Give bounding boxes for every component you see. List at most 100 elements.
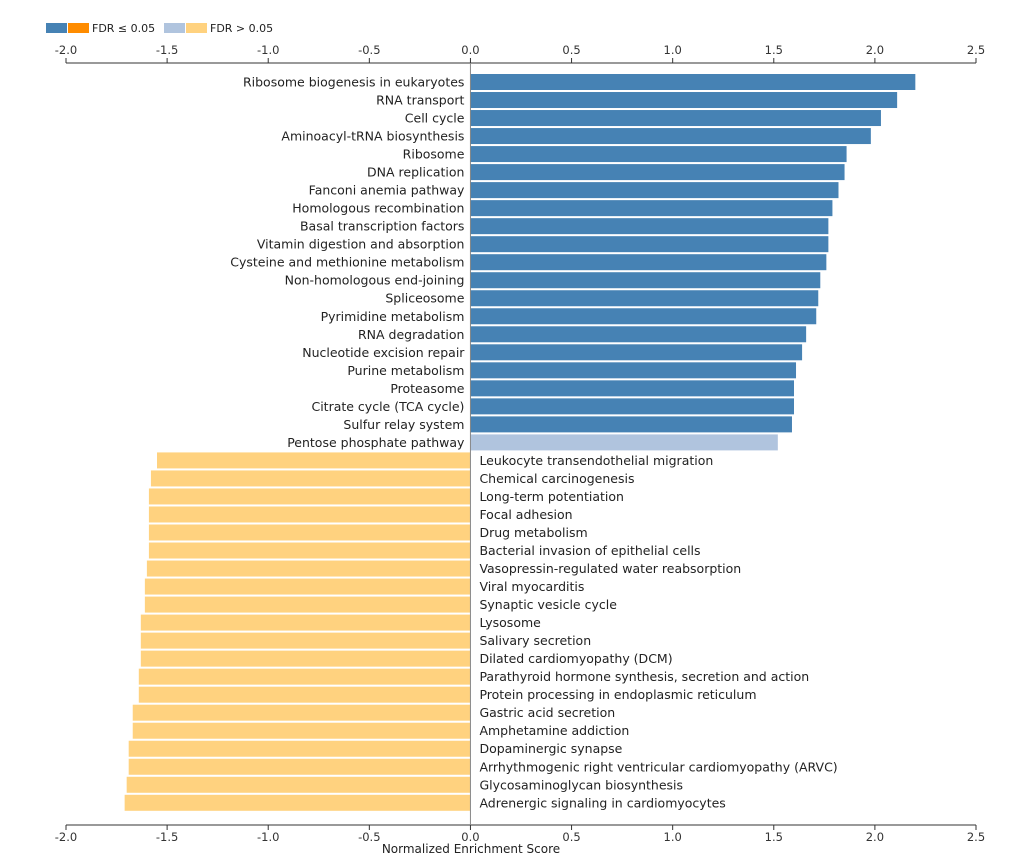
- category-label: RNA degradation: [358, 327, 464, 342]
- bottom-tick-label: -1.0: [257, 830, 279, 844]
- bar: [470, 434, 778, 451]
- legend: FDR ≤ 0.05 FDR > 0.05: [46, 22, 273, 35]
- category-label: Arrhythmogenic right ventricular cardiom…: [479, 759, 837, 774]
- bar: [157, 452, 471, 469]
- x-axis-title: Normalized Enrichment Score: [382, 842, 560, 856]
- legend-swatch-fdr-sig-negative: [68, 23, 89, 33]
- category-label: Synaptic vesicle cycle: [479, 597, 617, 612]
- category-label: DNA replication: [367, 165, 464, 180]
- bar: [138, 668, 471, 685]
- category-label: Ribosome biogenesis in eukaryotes: [243, 75, 464, 90]
- bottom-axis: -2.0 -1.5 -1.0 -0.5 0.0 0.5 1.0 1.5 2.0 2.5: [55, 824, 985, 844]
- top-tick-label: -1.5: [156, 43, 178, 57]
- category-labels: Ribosome biogenesis in eukaryotes RNA tra…: [230, 75, 837, 811]
- bar: [470, 92, 898, 109]
- bottom-tick-label: 1.5: [765, 830, 783, 844]
- legend-label-fdr-significant: FDR ≤ 0.05: [92, 22, 155, 35]
- bar: [148, 506, 471, 523]
- top-tick-label: 1.5: [765, 43, 783, 57]
- top-tick-label: -0.5: [358, 43, 380, 57]
- category-label: RNA transport: [376, 93, 464, 108]
- bottom-tick-label: 0.0: [461, 830, 479, 844]
- category-label: Lysosome: [479, 615, 541, 630]
- bar: [126, 776, 471, 793]
- bottom-tick-label: -0.5: [358, 830, 380, 844]
- category-label: Spliceosome: [385, 291, 464, 306]
- category-label: Purine metabolism: [347, 363, 464, 378]
- bar: [470, 272, 821, 289]
- bar: [470, 254, 827, 271]
- bar: [470, 164, 845, 181]
- category-label: Cysteine and methionine metabolism: [230, 255, 464, 270]
- bar: [470, 290, 819, 307]
- bar: [148, 524, 471, 541]
- top-tick-label: 0.5: [562, 43, 580, 57]
- bar: [138, 686, 471, 703]
- bottom-tick-label: -1.5: [156, 830, 178, 844]
- bar: [470, 380, 794, 397]
- top-tick-label: 0.0: [461, 43, 479, 57]
- legend-swatch-fdr-nonsig-positive: [164, 23, 185, 33]
- category-label: Chemical carcinogenesis: [479, 471, 634, 486]
- category-label: Cell cycle: [405, 111, 465, 126]
- legend-swatch-fdr-sig-positive: [46, 23, 67, 33]
- category-label: Dilated cardiomyopathy (DCM): [479, 651, 672, 666]
- bar: [128, 740, 471, 757]
- category-label: Ribosome: [403, 147, 465, 162]
- category-label: Parathyroid hormone synthesis, secretion…: [479, 669, 809, 684]
- bar: [470, 74, 916, 90]
- bar: [470, 146, 847, 163]
- bar: [128, 758, 471, 775]
- bar: [144, 578, 471, 595]
- bar: [124, 794, 471, 811]
- category-label: Proteasome: [390, 381, 464, 396]
- category-label: Focal adhesion: [479, 507, 572, 522]
- top-tick-label: -2.0: [55, 43, 77, 57]
- category-label: Long-term potentiation: [479, 489, 624, 504]
- category-label: Homologous recombination: [292, 201, 464, 216]
- bar: [470, 398, 794, 415]
- bar: [140, 632, 471, 649]
- bottom-tick-label: -2.0: [55, 830, 77, 844]
- category-label: Leukocyte transendothelial migration: [479, 453, 713, 468]
- category-label: Basal transcription factors: [300, 219, 464, 234]
- category-label: Viral myocarditis: [479, 579, 584, 594]
- category-label: Salivary secretion: [479, 633, 591, 648]
- bottom-tick-label: 2.5: [967, 830, 985, 844]
- bar: [148, 488, 471, 505]
- bar: [132, 704, 471, 721]
- bar: [140, 614, 471, 631]
- category-label: Protein processing in endoplasmic reticu…: [479, 687, 756, 702]
- category-label: Glycosaminoglycan biosynthesis: [479, 777, 683, 792]
- bottom-tick-label: 1.0: [664, 830, 682, 844]
- category-label: Adrenergic signaling in cardiomyocytes: [479, 795, 725, 810]
- bar: [470, 308, 817, 325]
- top-tick-label: 2.5: [967, 43, 985, 57]
- category-label: Amphetamine addiction: [479, 723, 629, 738]
- category-label: Bacterial invasion of epithelial cells: [479, 543, 700, 558]
- bottom-tick-label: 2.0: [866, 830, 884, 844]
- category-label: Nucleotide excision repair: [302, 345, 465, 360]
- bar: [148, 542, 471, 559]
- bar: [470, 200, 833, 217]
- category-label: Vitamin digestion and absorption: [257, 237, 465, 252]
- bar: [146, 560, 471, 577]
- category-label: Non-homologous end-joining: [285, 273, 465, 288]
- bar: [470, 326, 807, 343]
- legend-swatch-fdr-nonsig-negative: [186, 23, 207, 33]
- category-label: Dopaminergic synapse: [479, 741, 622, 756]
- category-label: Sulfur relay system: [343, 417, 464, 432]
- bottom-tick-label: 0.5: [562, 830, 580, 844]
- bar: [144, 596, 471, 613]
- category-label: Fanconi anemia pathway: [309, 183, 465, 198]
- category-label: Vasopressin-regulated water reabsorption: [479, 561, 741, 576]
- bar: [470, 182, 839, 199]
- bar: [470, 344, 803, 361]
- bar: [470, 110, 881, 127]
- top-tick-label: 2.0: [866, 43, 884, 57]
- bar: [132, 722, 471, 739]
- bar: [140, 650, 471, 667]
- top-tick-label: -1.0: [257, 43, 279, 57]
- category-label: Gastric acid secretion: [479, 705, 615, 720]
